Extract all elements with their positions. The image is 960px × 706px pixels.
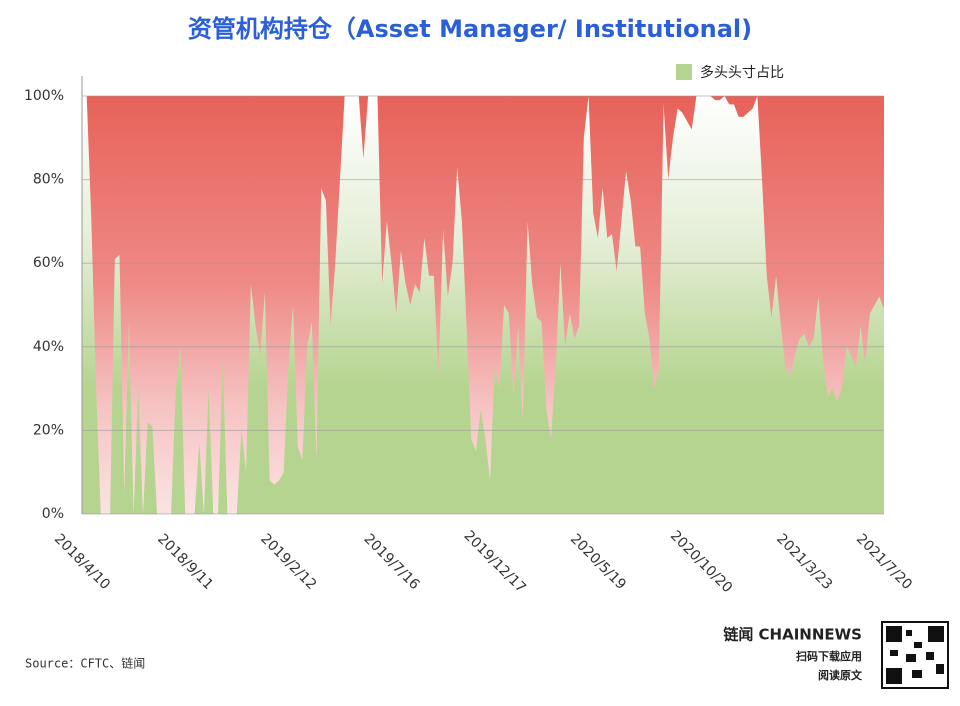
x-tick-label: 2018/4/10: [51, 531, 113, 593]
y-tick-label: 40%: [33, 339, 64, 355]
y-tick-label: 0%: [42, 506, 64, 522]
area: [82, 96, 884, 514]
y-tick-label: 80%: [33, 172, 64, 188]
qr-code: [881, 621, 949, 689]
legend-swatch: [676, 64, 692, 80]
brand-line: 阅读原文: [818, 668, 863, 682]
x-tick-label: 2018/9/11: [154, 531, 216, 593]
y-tick-label: 100%: [24, 88, 64, 104]
x-tick-label: 2020/5/19: [567, 531, 629, 593]
x-tick-label: 2021/3/23: [773, 531, 835, 593]
x-tick-label: 2021/7/20: [853, 531, 915, 593]
brand-line: 扫码下载应用: [796, 649, 862, 663]
x-tick-label: 2019/7/16: [361, 531, 423, 593]
x-tick-label: 2019/12/17: [461, 528, 529, 596]
chart-title: 资管机构持仓（Asset Manager/ Institutional): [188, 15, 752, 43]
x-tick-label: 2020/10/20: [667, 528, 735, 596]
legend-label: 多头头寸占比: [700, 64, 784, 81]
x-tick-label: 2019/2/12: [257, 531, 319, 593]
brand-name: 链闻 CHAINNEWS: [723, 626, 862, 644]
y-tick-label: 20%: [33, 422, 64, 438]
y-tick-label: 60%: [33, 255, 64, 271]
source: Source：CFTC、链闻: [25, 656, 145, 671]
